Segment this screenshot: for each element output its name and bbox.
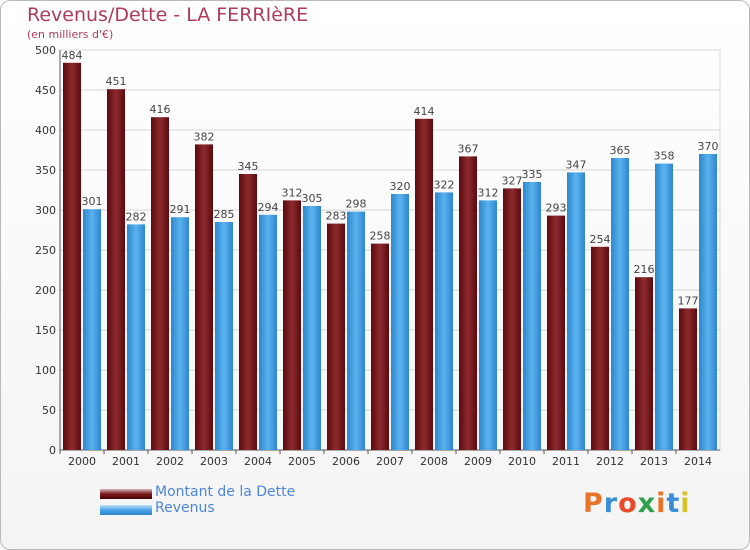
bar-revenus [171, 217, 189, 450]
data-label: 285 [214, 208, 235, 221]
x-tick-label: 2008 [420, 455, 448, 468]
bar-dette [151, 117, 169, 450]
bar-dette [195, 144, 213, 450]
data-label: 282 [126, 210, 147, 223]
legend-label-dette: Montant de la Dette [155, 484, 296, 500]
y-tick-label: 450 [35, 84, 56, 97]
bar-dette [239, 174, 257, 450]
y-tick-label: 200 [35, 284, 56, 297]
y-tick-label: 0 [49, 444, 56, 457]
bar-dette [503, 188, 521, 450]
bar-dette [547, 215, 565, 450]
y-tick-label: 300 [35, 204, 56, 217]
bar-revenus [655, 163, 673, 450]
data-label: 365 [610, 144, 631, 157]
x-tick-label: 2011 [552, 455, 580, 468]
data-label: 347 [566, 158, 587, 171]
data-label: 370 [698, 140, 719, 153]
y-tick-label: 250 [35, 244, 56, 257]
data-label: 216 [634, 263, 655, 276]
x-tick-label: 2007 [376, 455, 404, 468]
data-label: 414 [414, 105, 435, 118]
y-tick-label: 50 [42, 404, 56, 417]
bar-layer [63, 62, 717, 451]
x-tick-label: 2012 [596, 455, 624, 468]
data-label: 312 [478, 186, 499, 199]
data-label: 327 [502, 174, 523, 187]
x-tick-label: 2009 [464, 455, 492, 468]
data-label: 484 [62, 49, 83, 62]
bar-revenus [699, 154, 717, 450]
bar-revenus [391, 194, 409, 450]
axis-layer: 0 50 100 150 200 250 300 350 400 450 500 2000 2001 20… [35, 44, 720, 468]
bar-dette [635, 277, 653, 450]
data-label: 294 [258, 201, 279, 214]
data-label: 335 [522, 168, 543, 181]
legend-label-revenus: Revenus [155, 500, 215, 516]
data-label: 283 [326, 210, 347, 223]
bar-revenus [259, 214, 277, 450]
x-tick-label: 2002 [156, 455, 184, 468]
y-tick-label: 350 [35, 164, 56, 177]
data-label: 312 [282, 186, 303, 199]
data-label: 254 [590, 233, 611, 246]
bar-dette [679, 308, 697, 450]
x-tick-label: 2001 [112, 455, 140, 468]
grid-layer [59, 49, 721, 451]
bar-dette [327, 223, 345, 450]
x-tick-label: 2000 [68, 455, 96, 468]
data-label: 298 [346, 198, 367, 211]
bar-dette [415, 118, 433, 451]
data-label: 305 [302, 192, 323, 205]
data-label: 322 [434, 178, 455, 191]
y-tick-label: 400 [35, 124, 56, 137]
proxiti-logo: Proxiti [583, 488, 691, 519]
bar-revenus [347, 211, 365, 450]
bar-revenus [611, 158, 629, 450]
data-label: 382 [194, 130, 215, 143]
x-tick-label: 2005 [288, 455, 316, 468]
legend-swatch-revenus [100, 505, 152, 515]
y-tick-label: 100 [35, 364, 56, 377]
x-tick-label: 2013 [640, 455, 668, 468]
data-label: 358 [654, 150, 675, 163]
bar-revenus [523, 182, 541, 450]
bar-dette [591, 246, 609, 450]
x-tick-label: 2004 [244, 455, 272, 468]
data-label: 345 [238, 160, 259, 173]
x-tick-label: 2010 [508, 455, 536, 468]
bar-revenus [83, 209, 101, 450]
bar-revenus [435, 192, 453, 450]
y-tick-label: 500 [35, 44, 56, 57]
data-label: 301 [82, 195, 103, 208]
bar-revenus [479, 200, 497, 450]
data-label: 320 [390, 180, 411, 193]
bar-revenus [567, 172, 585, 450]
data-label: 258 [370, 230, 391, 243]
x-tick-label: 2003 [200, 455, 228, 468]
bar-dette [63, 62, 81, 451]
bar-dette [371, 243, 389, 450]
bar-revenus [127, 224, 145, 450]
bar-dette [459, 156, 477, 450]
y-tick-label: 150 [35, 324, 56, 337]
x-tick-label: 2006 [332, 455, 360, 468]
chart-subtitle: (en milliers d'€) [27, 28, 114, 41]
bar-dette [283, 200, 301, 450]
data-label: 451 [106, 75, 127, 88]
data-label: 293 [546, 202, 567, 215]
data-label: 416 [150, 103, 171, 116]
bar-revenus [303, 206, 321, 450]
data-label: 177 [678, 294, 699, 307]
bar-dette [107, 89, 125, 450]
bar-revenus [215, 222, 233, 450]
data-label: 291 [170, 203, 191, 216]
chart-title: Revenus/Dette - LA FERRIèRE [27, 4, 309, 26]
legend-swatch-dette [100, 489, 152, 499]
data-label: 367 [458, 142, 479, 155]
x-tick-label: 2014 [684, 455, 712, 468]
